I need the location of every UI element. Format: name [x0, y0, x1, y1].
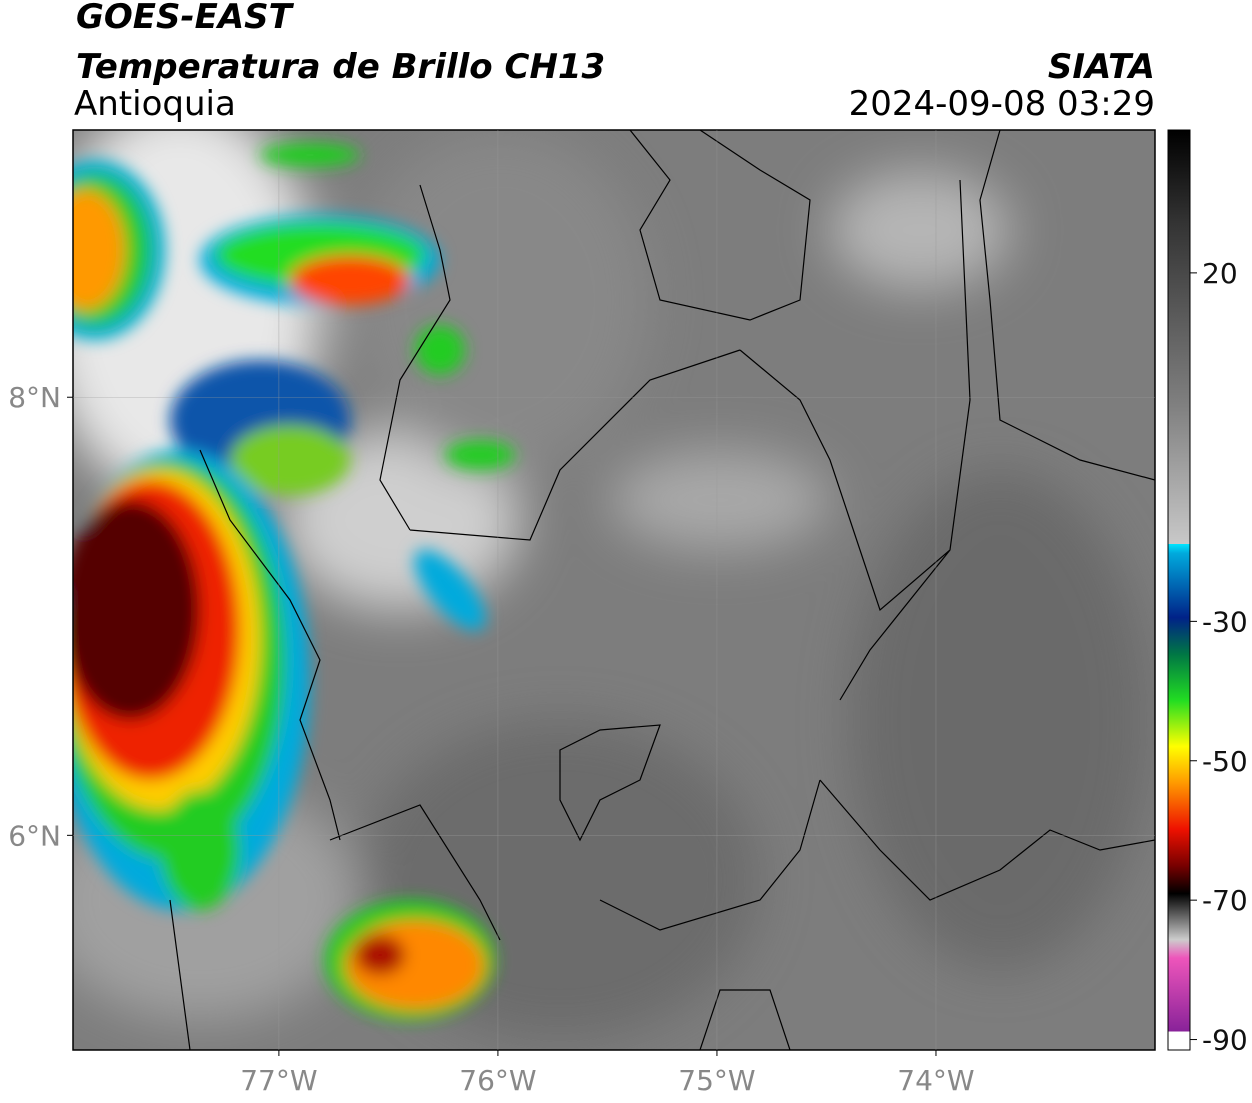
timestamp: 2024-09-08 03:29	[849, 84, 1155, 124]
map-frame	[72, 129, 1156, 1051]
x-tick-label: 75°W	[678, 1064, 755, 1097]
colorbar-tick-label: -50	[1202, 745, 1248, 778]
x-tick-label: 77°W	[240, 1064, 317, 1097]
colorbar-tick-label: -90	[1202, 1024, 1248, 1057]
source: SIATA	[1048, 47, 1155, 87]
y-tick-label: 6°N	[8, 819, 61, 852]
title: GOES-EAST	[76, 0, 295, 37]
x-tick-label: 76°W	[459, 1064, 536, 1097]
colorbar-tick-label: -30	[1202, 605, 1248, 638]
y-tick-label: 8°N	[8, 381, 61, 414]
colorbar-tick-label: -70	[1202, 884, 1248, 917]
x-tick-label: 74°W	[897, 1064, 974, 1097]
subtitle: Temperatura de Brillo CH13	[76, 47, 605, 87]
colorbar-tick-label: 20	[1202, 257, 1238, 290]
satellite-image	[73, 130, 1155, 1050]
colorbar	[1167, 129, 1191, 1051]
region: Antioquia	[74, 84, 236, 124]
